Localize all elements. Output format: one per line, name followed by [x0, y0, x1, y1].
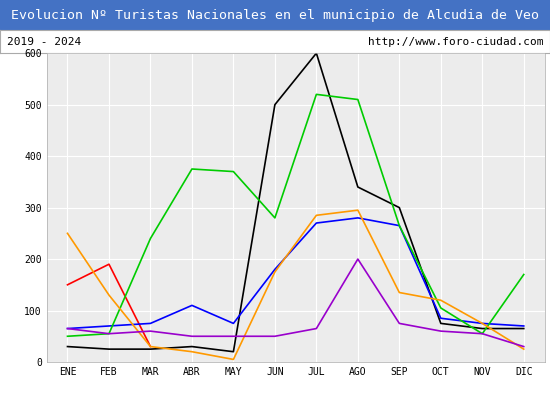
Text: Evolucion Nº Turistas Nacionales en el municipio de Alcudia de Veo: Evolucion Nº Turistas Nacionales en el m… — [11, 8, 539, 22]
Text: 2019 - 2024: 2019 - 2024 — [7, 37, 81, 47]
Text: http://www.foro-ciudad.com: http://www.foro-ciudad.com — [368, 37, 543, 47]
